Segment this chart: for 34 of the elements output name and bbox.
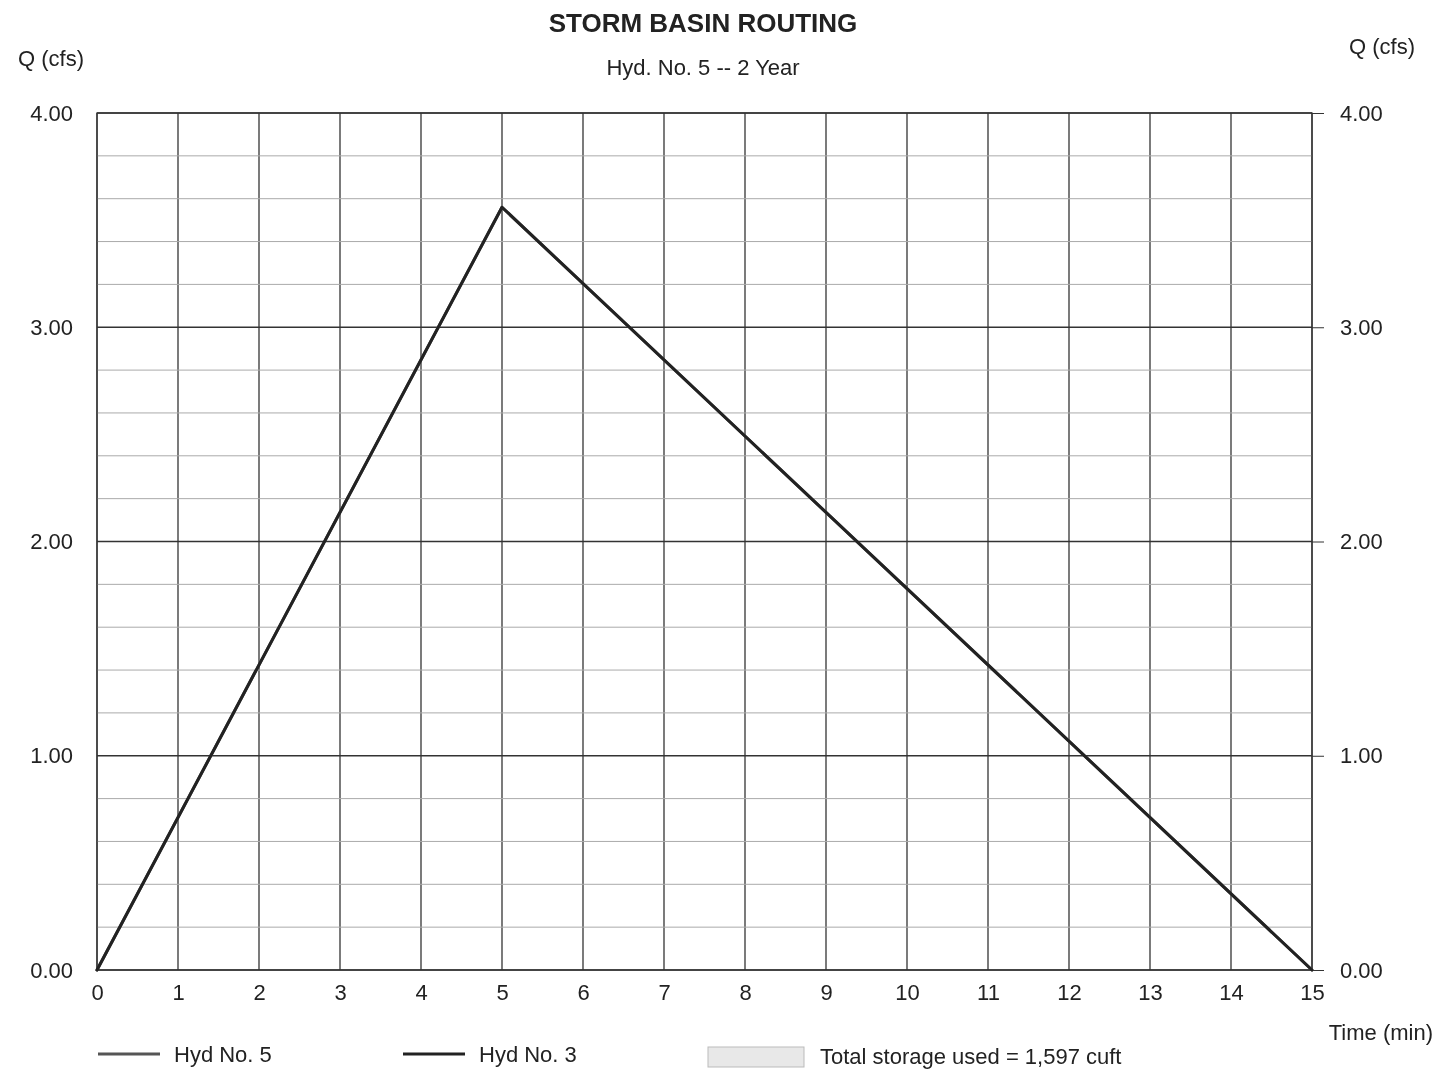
x-tick-label: 14 <box>1219 979 1244 1005</box>
x-tick-label: 7 <box>658 979 671 1005</box>
x-tick-label: 0 <box>91 979 104 1005</box>
y-tick-label: 4.00 <box>30 100 73 126</box>
x-tick-label: 1 <box>172 979 185 1005</box>
x-tick-label: 10 <box>895 979 920 1005</box>
x-tick-label: 9 <box>820 979 833 1005</box>
y2-tick-label: 4.00 <box>1340 100 1383 126</box>
x-tick-label: 15 <box>1300 979 1325 1005</box>
legend-label: Hyd No. 3 <box>479 1042 577 1067</box>
chart-title: STORM BASIN ROUTING <box>548 8 858 38</box>
x-tick-label: 12 <box>1057 979 1082 1005</box>
x-axis-title: Time (min) <box>1328 1020 1433 1045</box>
x-tick-label: 8 <box>739 979 752 1005</box>
x-tick-label: 13 <box>1138 979 1163 1005</box>
y2-tick-label: 1.00 <box>1340 743 1383 769</box>
text: Total storage used = 1,597 cuft <box>820 1044 1122 1069</box>
x-tick-label: 6 <box>577 979 590 1005</box>
y2-axis-title: Q (cfs) <box>1349 34 1415 59</box>
y2-tick-label: 0.00 <box>1340 957 1383 983</box>
x-tick-label: 4 <box>415 979 428 1005</box>
y-tick-label: 0.00 <box>30 957 73 983</box>
x-tick-label: 2 <box>253 979 266 1005</box>
y2-tick-label: 2.00 <box>1340 529 1383 555</box>
chart-subtitle: Hyd. No. 5 -- 2 Year <box>606 55 800 80</box>
x-tick-label: 11 <box>977 979 1000 1005</box>
y2-tick-label: 3.00 <box>1340 314 1383 340</box>
x-tick-label: 5 <box>496 979 509 1005</box>
y-tick-label: 1.00 <box>30 743 73 769</box>
y-tick-label: 3.00 <box>30 314 73 340</box>
y-axis-title: Q (cfs) <box>18 46 84 71</box>
x-tick-label: 3 <box>334 979 347 1005</box>
legend-label: Hyd No. 5 <box>174 1042 272 1067</box>
y-tick-label: 2.00 <box>30 529 73 555</box>
